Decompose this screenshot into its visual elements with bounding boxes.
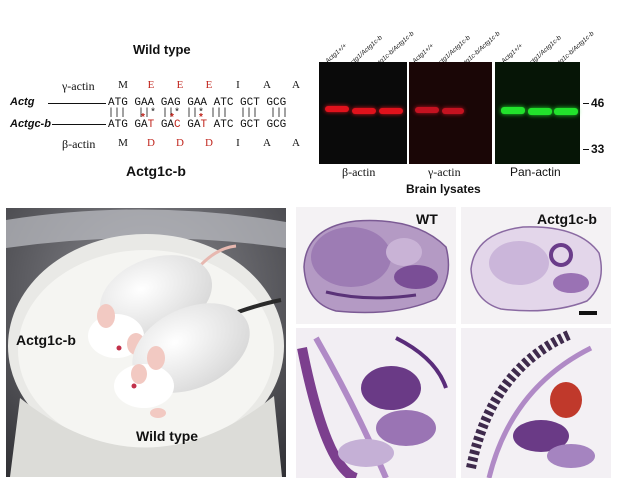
actgcb-line <box>52 124 106 125</box>
beta-aa-6: A <box>263 137 271 149</box>
band <box>442 108 464 114</box>
mouse-photo-svg <box>6 208 286 477</box>
band <box>501 107 525 114</box>
seq-part-4: ATC GCT GCG <box>207 119 287 131</box>
wild-type-title: Wild type <box>133 42 191 57</box>
blot-label-gamma: γ-actin <box>428 165 461 179</box>
gamma-aa-6: A <box>263 79 271 91</box>
seq-mut-1: T <box>147 119 155 131</box>
gamma-actin-label: γ-actin <box>62 79 95 93</box>
seq-mut-3: T <box>200 119 208 131</box>
blot-label-pan: Pan-actin <box>510 165 561 179</box>
marker-tick-46 <box>583 103 589 104</box>
histology-mutant-head: Actg1c-b <box>461 207 611 324</box>
histology-mutant-body-svg <box>466 329 595 478</box>
histology-mutant-head-svg <box>470 226 602 315</box>
blot-gamma-actin <box>409 62 492 164</box>
blot-caption: Brain lysates <box>406 182 481 196</box>
histology-label-wt: WT <box>416 211 438 227</box>
histology-wt-head-svg <box>303 219 450 314</box>
photo-label-wt: Wild type <box>136 428 199 444</box>
band <box>379 108 403 114</box>
mouse-photo: Actg1c-b Wild type <box>6 208 286 477</box>
histology-label-mutant: Actg1c-b <box>537 211 597 227</box>
gamma-aa-2: E <box>147 79 155 91</box>
actg-line <box>48 103 106 104</box>
histology-wt-body-svg <box>297 336 448 478</box>
mutant-title: Actg1c-b <box>126 163 186 179</box>
seq-part-1: ATG GA <box>108 119 148 131</box>
actg-sequence: ATG GAA GAG GAA ATC GCT GCG <box>108 97 287 109</box>
gamma-aa-5: I <box>236 79 240 91</box>
beta-aa-7: A <box>292 137 300 149</box>
mismatch-star-1: * <box>141 112 145 123</box>
band <box>325 106 349 112</box>
beta-actin-label: β-actin <box>62 137 96 151</box>
seq-part-2: GA <box>154 119 175 131</box>
seq-mut-2: C <box>174 119 181 131</box>
gamma-aa-4: E <box>205 79 213 91</box>
gamma-aa-3: E <box>176 79 184 91</box>
beta-aa-4: D <box>205 137 213 149</box>
blot-beta-actin <box>319 62 407 164</box>
band <box>352 108 376 114</box>
band <box>415 107 439 113</box>
actgcb-sequence: ATG GAT GAC GAT ATC GCT GCG <box>108 119 286 131</box>
actgcb-label: Actgc-b <box>10 118 51 130</box>
beta-aa-5: I <box>236 137 240 149</box>
marker-tick-33 <box>583 149 589 150</box>
marker-46: 46 <box>591 96 605 110</box>
blot-pan-actin <box>495 62 580 164</box>
histology-mutant-body <box>461 328 611 478</box>
blot-label-beta: β-actin <box>342 165 376 179</box>
beta-aa-2: D <box>147 137 155 149</box>
beta-aa-1: M <box>118 137 128 149</box>
seq-part-3: GA <box>180 119 201 131</box>
marker-33: 33 <box>591 142 605 156</box>
gamma-aa-1: M <box>118 79 128 91</box>
mismatch-star-2: * <box>170 112 174 123</box>
actg-label: Actg <box>10 96 35 108</box>
histology-wt-head: WT <box>296 207 456 324</box>
band <box>528 108 552 115</box>
mismatch-star-3: * <box>199 112 203 123</box>
photo-label-mutant: Actg1c-b <box>16 332 76 348</box>
gamma-aa-7: A <box>292 79 300 91</box>
band <box>554 108 578 115</box>
beta-aa-3: D <box>176 137 184 149</box>
histology-wt-body <box>296 328 456 478</box>
match-marks: ||| ||* ||* ||* ||| ||| ||| <box>108 108 289 119</box>
